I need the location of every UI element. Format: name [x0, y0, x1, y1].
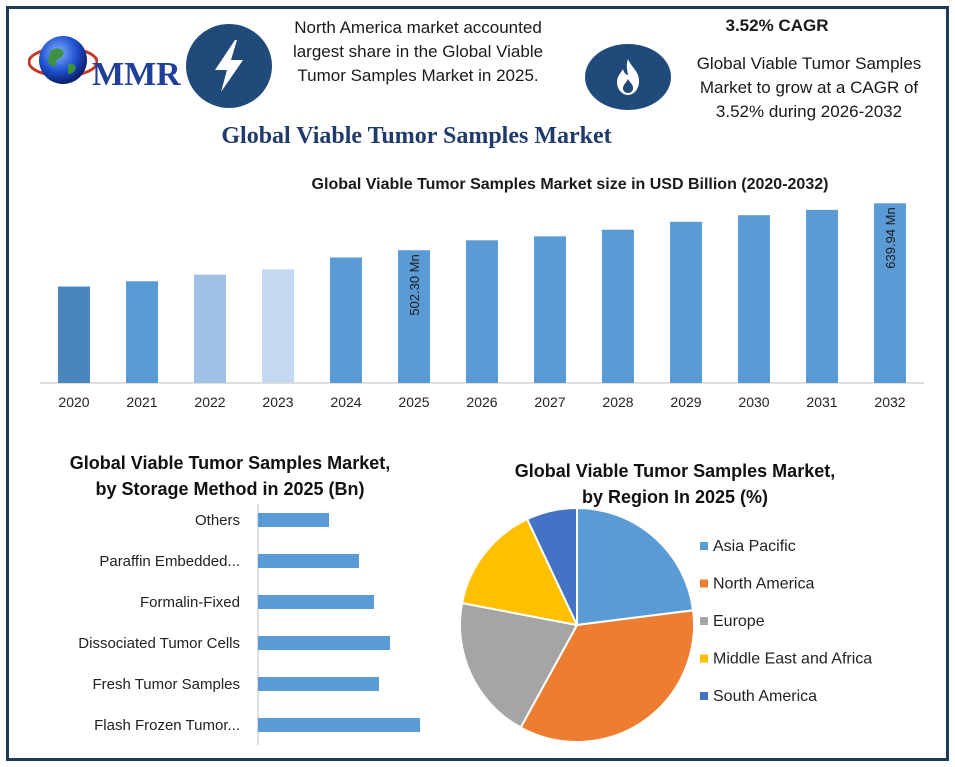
pie-slice-europe: [459, 601, 579, 729]
globe-icon: [28, 36, 98, 84]
storage-category-label: Fresh Tumor Samples: [92, 676, 240, 693]
x-tick-label: 2028: [602, 394, 633, 410]
region-chart-title-line-1: Global Viable Tumor Samples Market,: [514, 461, 836, 481]
cagr-title: 3.52% CAGR: [725, 16, 829, 35]
region-chart-title-line-2: by Region In 2025 (%): [581, 487, 769, 507]
bar-2025: [398, 250, 430, 383]
bar-data-label: 502.30 Mn: [407, 254, 422, 315]
legend-swatch: [700, 542, 708, 550]
x-tick-label: 2030: [738, 394, 769, 410]
legend-swatch: [700, 617, 708, 625]
storage-category-label: Formalin-Fixed: [140, 594, 240, 611]
region-pie-chart: Asia Pacific North America Europe Middle Ea…: [459, 506, 872, 743]
infographic-frame: [6, 6, 949, 761]
lightning-icon: [215, 40, 243, 92]
bar-2029: [670, 221, 702, 383]
pie-slice-north-america: [519, 609, 695, 743]
pie-slice-middle-east-and-africa: [460, 517, 579, 627]
bar-2024: [330, 257, 362, 383]
bar-2023: [262, 269, 294, 383]
bar-data-label: 639.94 Mn: [883, 207, 898, 268]
storage-chart-title-line-1: Global Viable Tumor Samples Market,: [69, 453, 391, 473]
flame-icon: [617, 59, 639, 95]
region-chart-title: Global Viable Tumor Samples Market, by R…: [470, 458, 880, 510]
bar-2031: [806, 209, 838, 383]
storage-chart-title: Global Viable Tumor Samples Market, by S…: [40, 450, 420, 502]
x-tick-label: 2025: [398, 394, 429, 410]
x-tick-label: 2032: [874, 394, 905, 410]
legend-label: South America: [713, 688, 817, 705]
x-tick-label: 2022: [194, 394, 225, 410]
x-tick-label: 2024: [330, 394, 361, 410]
brand-logo: MMR: [28, 18, 181, 108]
bar-chart-title: Global Viable Tumor Samples Market size …: [311, 176, 829, 193]
storage-bar: [258, 636, 390, 650]
market-size-bar-chart: 2020 2021 2022 2023 2024 2025 502.30 Mn 2026 202…: [40, 203, 924, 410]
bar-2026: [466, 240, 498, 383]
storage-bar: [258, 513, 329, 527]
x-tick-label: 2027: [534, 394, 565, 410]
lightning-badge: [186, 24, 272, 108]
pie-slice-asia-pacific: [576, 506, 695, 627]
x-tick-label: 2029: [670, 394, 701, 410]
page-title: Global Viable Tumor Samples Market: [221, 123, 612, 149]
storage-chart-title-line-2: by Storage Method in 2025 (Bn): [95, 479, 365, 499]
legend-label: Asia Pacific: [713, 538, 796, 555]
x-tick-label: 2023: [262, 394, 293, 410]
bar-2020: [58, 286, 90, 383]
region-note: North America market accounted largest s…: [292, 18, 544, 85]
bar-2030: [738, 215, 770, 383]
cagr-note: Global Viable Tumor Samples Market to gr…: [696, 54, 922, 121]
bar-2027: [534, 236, 566, 383]
storage-method-bar-chart: Others Paraffin Embedded... Formalin-Fixed…: [78, 504, 420, 745]
legend-swatch: [700, 692, 708, 700]
storage-bar: [258, 595, 374, 609]
storage-category-label: Paraffin Embedded...: [99, 553, 240, 570]
legend-label: North America: [713, 576, 814, 593]
x-tick-label: 2020: [58, 394, 89, 410]
storage-category-label: Flash Frozen Tumor...: [94, 717, 240, 734]
storage-bar: [258, 718, 420, 732]
bar-2021: [126, 281, 158, 383]
legend-swatch: [700, 579, 708, 588]
brand-name: MMR: [92, 56, 181, 93]
legend-swatch: [700, 654, 708, 663]
storage-category-label: Others: [195, 512, 240, 529]
legend-label: Middle East and Africa: [713, 651, 872, 668]
bar-2022: [194, 274, 226, 383]
x-tick-label: 2026: [466, 394, 497, 410]
bar-2032: [874, 203, 906, 383]
legend-label: Europe: [713, 613, 765, 630]
storage-bar: [258, 554, 359, 568]
x-tick-label: 2021: [126, 394, 157, 410]
storage-category-label: Dissociated Tumor Cells: [78, 635, 240, 652]
bar-2028: [602, 229, 634, 383]
flame-badge: [585, 44, 671, 110]
x-tick-label: 2031: [806, 394, 837, 410]
storage-bar: [258, 677, 379, 691]
pie-slice-south-america: [525, 506, 578, 626]
